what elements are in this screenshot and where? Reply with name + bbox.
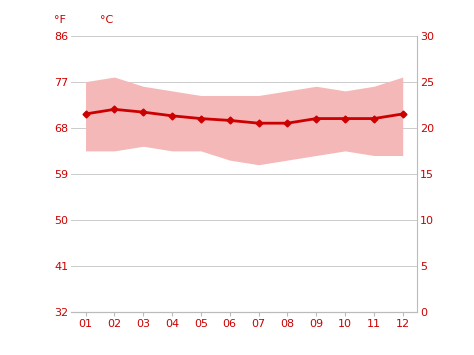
Text: °F: °F xyxy=(55,15,66,25)
Text: °C: °C xyxy=(100,15,113,25)
